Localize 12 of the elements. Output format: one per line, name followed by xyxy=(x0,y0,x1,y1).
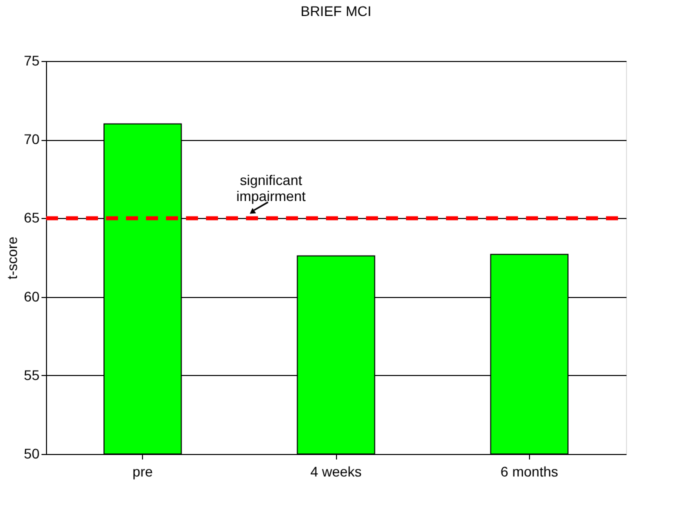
y-tick-label: 50 xyxy=(24,446,40,462)
y-axis-title: t-score xyxy=(4,236,20,280)
y-tick-label: 55 xyxy=(24,366,40,383)
x-tick-label: 6 months xyxy=(500,464,558,480)
x-tick-label: 4 weeks xyxy=(310,464,362,480)
y-tick-label: 70 xyxy=(24,131,40,148)
y-tick-label: 60 xyxy=(24,288,40,304)
chart-title: BRIEF MCI xyxy=(300,3,372,19)
y-tick-label: 75 xyxy=(24,52,40,68)
x-tick-label: pre xyxy=(132,464,153,480)
ref-line-label: significant impairment xyxy=(236,172,306,204)
y-tick-label: 65 xyxy=(24,210,40,226)
